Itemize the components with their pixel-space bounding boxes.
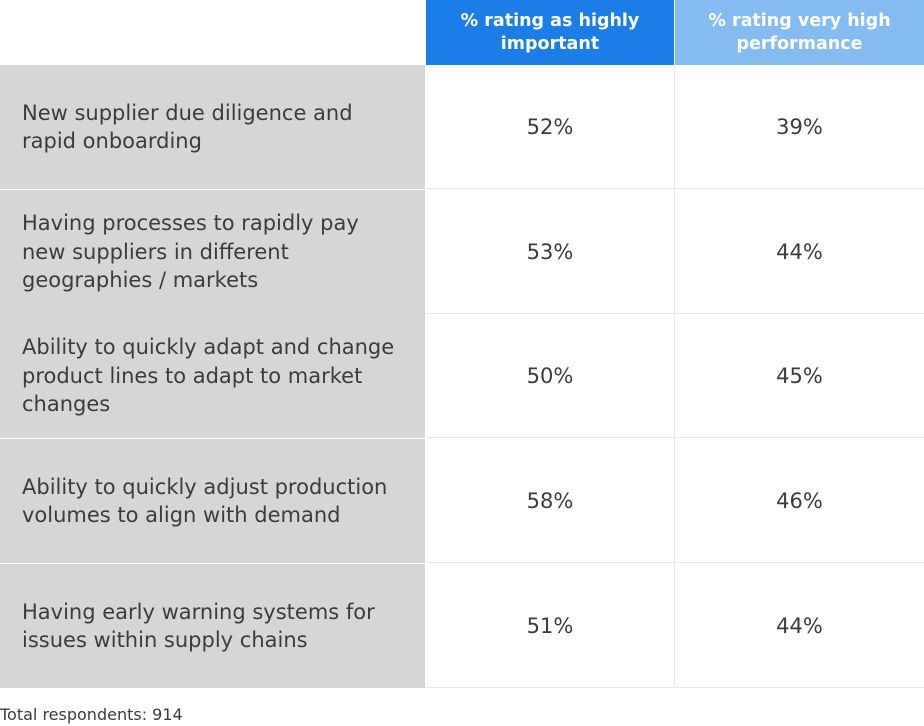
table-row: Having early warning systems for issues … bbox=[0, 564, 924, 688]
row-label: Having processes to rapidly pay new supp… bbox=[0, 190, 425, 314]
value-very-high-performance: 46% bbox=[675, 439, 924, 563]
column-header-very-high-performance: % rating very high performance bbox=[675, 0, 924, 65]
column-header-highly-important: % rating as highly important bbox=[426, 0, 674, 65]
value-very-high-performance: 44% bbox=[675, 564, 924, 688]
row-label: New supplier due diligence and rapid onb… bbox=[0, 65, 425, 189]
column-divider bbox=[674, 65, 675, 687]
value-highly-important: 50% bbox=[426, 314, 674, 438]
value-highly-important: 51% bbox=[426, 564, 674, 688]
table-row: Ability to quickly adapt and change prod… bbox=[0, 314, 924, 438]
value-highly-important: 53% bbox=[426, 190, 674, 314]
table-row: New supplier due diligence and rapid onb… bbox=[0, 65, 924, 189]
value-very-high-performance: 45% bbox=[675, 314, 924, 438]
row-label: Having early warning systems for issues … bbox=[0, 564, 425, 688]
table-row: Having processes to rapidly pay new supp… bbox=[0, 190, 924, 314]
value-highly-important: 52% bbox=[426, 65, 674, 189]
table-row: Ability to quickly adjust production vol… bbox=[0, 439, 924, 563]
value-very-high-performance: 44% bbox=[675, 190, 924, 314]
row-label: Ability to quickly adjust production vol… bbox=[0, 439, 425, 563]
row-label: Ability to quickly adapt and change prod… bbox=[0, 314, 425, 438]
value-very-high-performance: 39% bbox=[675, 65, 924, 189]
footnote-respondents: Total respondents: 914 bbox=[0, 705, 183, 724]
value-highly-important: 58% bbox=[426, 439, 674, 563]
